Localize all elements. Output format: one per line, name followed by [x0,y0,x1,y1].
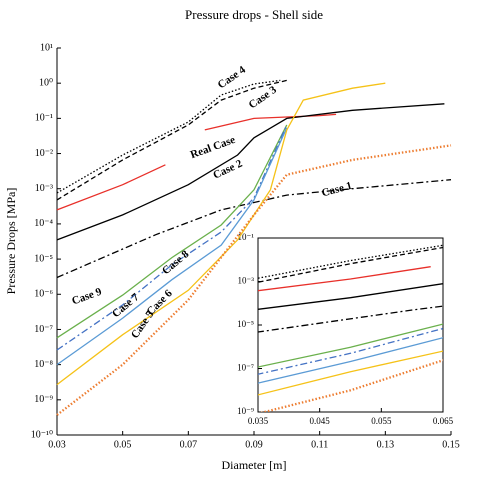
inset-frame [257,237,444,413]
y-tick-label: 10⁻⁸ [34,359,53,370]
y-tick-label: 10⁻⁹ [34,394,53,405]
series-line [258,266,431,292]
series-line [258,327,443,375]
y-tick-label: 10⁻⁷ [237,363,254,373]
x-tick-label: 0.055 [371,416,392,426]
series-line [56,79,287,201]
x-tick-label: 0.11 [311,439,328,450]
y-tick-label: 10⁻⁴ [34,218,53,229]
x-tick-label: 0.07 [180,439,198,450]
y-tick-label: 10⁻¹ [35,113,53,124]
series-line [258,323,443,368]
y-tick-label: 10⁻¹ [238,232,255,242]
y-tick-label: 10⁻⁷ [34,324,53,335]
series-line [258,337,443,384]
x-tick-label: 0.05 [114,439,132,450]
series-line [259,359,443,412]
series-line [258,305,443,333]
x-axis-label: Diameter [m] [222,458,287,472]
y-tick-label: 10⁻³ [238,276,255,286]
series-line [56,179,452,279]
chart-title: Pressure drops - Shell side [185,7,323,22]
x-tick-label: 0.15 [442,439,460,450]
x-tick-label: 0.065 [433,416,454,426]
y-tick-label: 10⁻⁵ [237,319,254,329]
y-tick-label: 10⁻⁶ [34,289,53,300]
x-tick-label: 0.09 [245,439,263,450]
series-line [56,82,386,386]
y-tick-label: 10⁻³ [35,183,53,194]
y-tick-label: 10⁻² [35,148,53,159]
x-tick-label: 0.03 [48,439,66,450]
series-label: Case 5 [129,308,157,341]
series-label: Case 1 [320,180,353,200]
series-line [258,246,443,283]
y-tick-label: 10⁻⁹ [237,406,254,416]
series-line [56,79,281,194]
x-tick-label: 0.13 [377,439,395,450]
y-tick-label: 10⁻¹⁰ [31,429,53,440]
x-tick-label: 0.045 [310,416,331,426]
series-label: Case 3 [247,84,280,112]
series-line [56,124,288,339]
series-line [56,103,445,241]
series-line [56,113,337,211]
y-tick-label: 10¹ [40,42,53,53]
series-line [56,127,288,366]
x-tick-label: 0.035 [248,416,269,426]
y-axis-label: Pressure Drops [MPa] [4,188,18,295]
series-line [258,350,443,396]
series-label: Real Case [189,134,237,161]
series-line [258,283,443,310]
inset-plot [258,244,443,412]
y-tick-label: 10⁻⁵ [34,253,53,264]
series-label: Case 4 [216,64,249,92]
series-line [56,124,288,351]
series-label: Case 9 [70,285,104,307]
y-tick-label: 10⁰ [39,77,53,88]
